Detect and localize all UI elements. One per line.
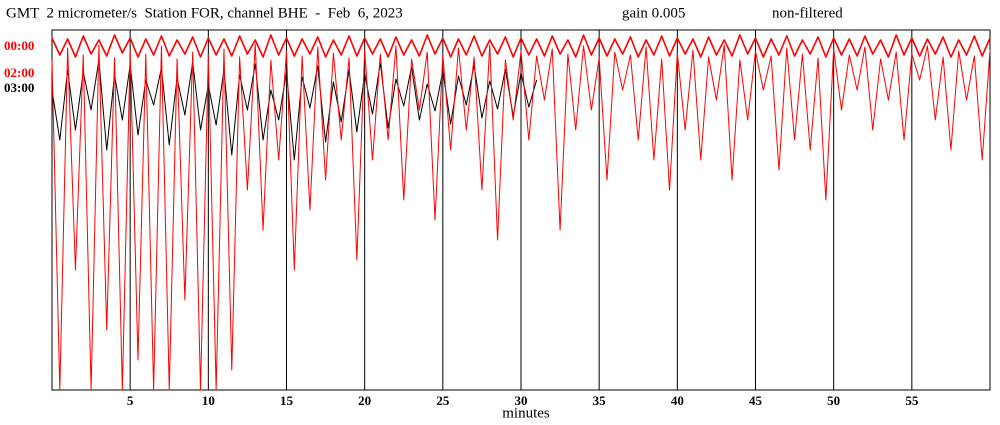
x-tick-label: 10 xyxy=(202,393,215,408)
x-tick-label: 20 xyxy=(358,393,371,408)
row-label: 03:00 xyxy=(4,80,34,95)
x-tick-label: 35 xyxy=(593,393,607,408)
gain-label: gain 0.005 xyxy=(622,5,685,21)
x-tick-label: 40 xyxy=(671,393,684,408)
filter-label: non-filtered xyxy=(772,5,843,21)
x-tick-label: 15 xyxy=(280,393,294,408)
x-tick-label: 5 xyxy=(127,393,134,408)
trace xyxy=(51,43,991,391)
row-label: 00:00 xyxy=(4,38,34,53)
x-tick-label: 30 xyxy=(515,393,528,408)
trace xyxy=(51,34,991,58)
x-tick-label: 45 xyxy=(749,393,763,408)
trace xyxy=(51,59,538,161)
x-axis-label: minutes xyxy=(502,405,550,421)
chart-title: GMT 2 micrometer/s Station FOR, channel … xyxy=(6,5,403,21)
x-tick-label: 50 xyxy=(827,393,840,408)
x-tick-label: 55 xyxy=(905,393,919,408)
row-label: 02:00 xyxy=(4,65,34,80)
x-tick-label: 25 xyxy=(436,393,450,408)
